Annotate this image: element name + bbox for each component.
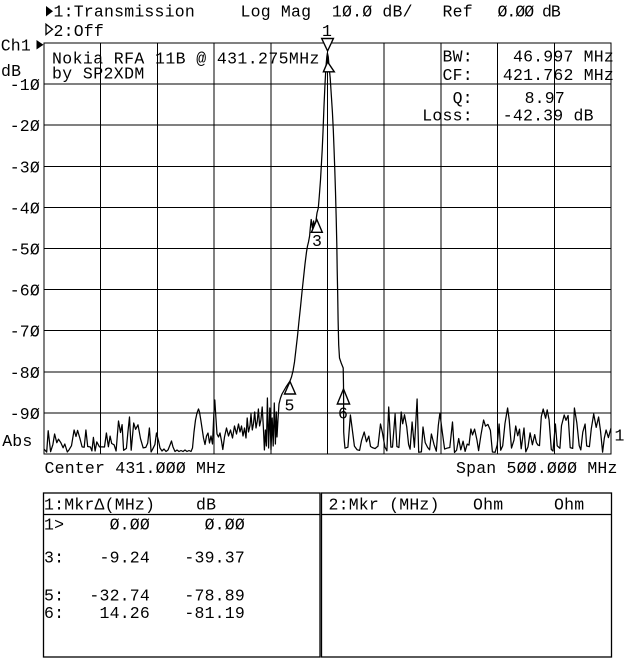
svg-text:dB: dB — [196, 496, 216, 515]
svg-text:46.997 MHz: 46.997 MHz — [513, 48, 614, 67]
svg-text:-8Ø: -8Ø — [10, 364, 40, 383]
svg-text:3:: 3: — [44, 548, 64, 567]
svg-text:-2Ø: -2Ø — [10, 117, 40, 136]
svg-text:Ohm: Ohm — [473, 496, 503, 515]
svg-text:-39.37: -39.37 — [184, 548, 245, 567]
svg-text:-9.24: -9.24 — [99, 548, 150, 567]
svg-text:1:MkrΔ(MHz): 1:MkrΔ(MHz) — [44, 496, 155, 515]
svg-text:Ø.ØØ: Ø.ØØ — [205, 515, 245, 534]
svg-text:1:Transmission: 1:Transmission — [54, 3, 195, 22]
svg-text:-1Ø: -1Ø — [10, 76, 40, 95]
svg-text:-3Ø: -3Ø — [10, 158, 40, 177]
svg-text:-78.89: -78.89 — [184, 586, 245, 605]
svg-text:1>: 1> — [44, 515, 64, 534]
svg-text:-32.74: -32.74 — [89, 586, 150, 605]
svg-text:Span 5ØØ.ØØØ MHz: Span 5ØØ.ØØØ MHz — [456, 459, 618, 478]
svg-text:3: 3 — [312, 232, 322, 251]
svg-text:2:Off: 2:Off — [54, 22, 105, 41]
svg-text:5: 5 — [284, 397, 294, 416]
svg-text:14.26: 14.26 — [99, 604, 150, 623]
svg-text:Ch1: Ch1 — [1, 36, 31, 55]
svg-text:Ref: Ref — [443, 3, 473, 22]
svg-text:-7Ø: -7Ø — [10, 323, 40, 342]
svg-text:-81.19: -81.19 — [184, 604, 245, 623]
svg-text:Loss:: Loss: — [422, 106, 473, 125]
svg-text:-9Ø: -9Ø — [10, 405, 40, 424]
svg-text:Center 431.ØØØ MHz: Center 431.ØØØ MHz — [45, 459, 227, 478]
svg-text:8.97: 8.97 — [525, 89, 565, 108]
svg-text:-42.39 dB: -42.39 dB — [503, 106, 594, 125]
svg-text:-6Ø: -6Ø — [10, 282, 40, 301]
svg-text:Q:: Q: — [453, 89, 473, 108]
svg-text:Ohm: Ohm — [554, 496, 584, 515]
svg-text:by SP2XDM: by SP2XDM — [52, 65, 145, 84]
svg-text:-4Ø: -4Ø — [10, 199, 40, 218]
svg-text:1: 1 — [615, 426, 625, 445]
svg-text:2:Mkr (MHz): 2:Mkr (MHz) — [329, 496, 440, 515]
svg-text:1Ø.Ø dB/: 1Ø.Ø dB/ — [332, 3, 413, 22]
svg-text:Ø.ØØ dB: Ø.ØØ dB — [498, 3, 561, 22]
svg-text:dB: dB — [1, 62, 21, 81]
svg-text:Nokia RFA 11B @ 431.275MHz: Nokia RFA 11B @ 431.275MHz — [52, 50, 320, 69]
svg-text:5:: 5: — [44, 586, 64, 605]
svg-text:Log Mag: Log Mag — [241, 3, 312, 22]
svg-text:BW:: BW: — [442, 48, 472, 67]
svg-text:6: 6 — [338, 405, 348, 424]
svg-text:6:: 6: — [44, 604, 64, 623]
svg-text:Abs: Abs — [2, 432, 32, 451]
svg-text:-5Ø: -5Ø — [10, 241, 40, 260]
svg-text:Ø.ØØ: Ø.ØØ — [110, 515, 150, 534]
svg-text:CF:: CF: — [442, 66, 472, 85]
svg-text:1: 1 — [322, 22, 332, 41]
svg-text:421.762 MHz: 421.762 MHz — [503, 66, 614, 85]
